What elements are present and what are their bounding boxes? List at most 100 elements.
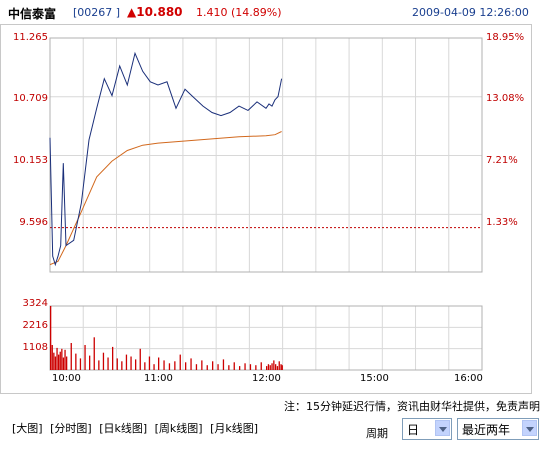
volume-bar xyxy=(276,366,279,370)
volume-bar xyxy=(244,363,246,370)
volume-bar xyxy=(185,362,187,370)
daily-kline-link[interactable]: [日k线图] xyxy=(99,422,148,435)
volume-bar xyxy=(50,306,52,370)
x-tick: 11:00 xyxy=(144,373,173,384)
volume-bar xyxy=(174,361,176,370)
volume-bar xyxy=(121,361,123,370)
volume-bar xyxy=(217,364,219,370)
volume-bar xyxy=(102,352,105,370)
y-tick-left: 10.709 xyxy=(13,93,48,104)
volume-bar xyxy=(212,361,214,370)
y-tick-right: 18.95% xyxy=(486,32,525,43)
volume-bar xyxy=(239,366,241,370)
volume-bars xyxy=(50,306,283,370)
period-select[interactable]: 日 xyxy=(402,418,452,440)
y-tick-left: 9.596 xyxy=(19,217,48,228)
volume-bar xyxy=(195,364,198,370)
volume-bar xyxy=(280,364,282,370)
x-tick: 12:00 xyxy=(252,373,281,384)
stock-name: 中信泰富 xyxy=(8,7,57,21)
volume-bar xyxy=(179,354,181,370)
volume-bar xyxy=(64,349,66,370)
volume-bar xyxy=(130,356,132,370)
x-tick: 10:00 xyxy=(52,373,81,384)
large-chart-link[interactable]: [大图] xyxy=(12,422,43,435)
volume-bar xyxy=(51,345,53,370)
volume-bar xyxy=(148,356,151,370)
volume-bar xyxy=(273,360,275,370)
quote-datetime: 2009-04-09 12:26:00 xyxy=(412,6,529,19)
y-tick-right: 13.08% xyxy=(486,93,525,104)
chevron-down-icon[interactable] xyxy=(435,420,450,436)
volume-bar xyxy=(125,354,128,370)
volume-bar xyxy=(267,364,270,370)
volume-bar xyxy=(266,366,268,370)
volume-bar xyxy=(75,353,77,370)
quote-header: 中信泰富 [00267 ] ▲10.880 1.410 (14.89%) 200… xyxy=(0,0,552,24)
volume-tick: 3324 xyxy=(22,298,48,309)
stock-code: [00267 ] xyxy=(73,6,121,19)
volume-bar xyxy=(275,364,277,370)
volume-bar xyxy=(66,356,68,370)
volume-bar xyxy=(70,343,72,370)
volume-bar xyxy=(93,337,95,370)
range-select[interactable]: 最近两年 xyxy=(457,418,539,440)
volume-bar xyxy=(79,358,82,370)
volume-bar xyxy=(139,348,141,370)
volume-bar xyxy=(58,354,60,370)
monthly-kline-link[interactable]: [月k线图] xyxy=(210,422,259,435)
volume-bar xyxy=(84,345,86,370)
volume-bar xyxy=(271,363,273,370)
volume-bar xyxy=(116,358,118,370)
volume-bar xyxy=(59,351,61,370)
current-price: ▲10.880 xyxy=(127,5,183,19)
y-tick-left: 10.153 xyxy=(13,155,48,166)
y-tick-right: 1.33% xyxy=(486,217,518,228)
y-tick-left: 11.265 xyxy=(13,32,48,43)
volume-bar xyxy=(144,362,146,370)
price-line xyxy=(49,51,283,267)
volume-bar xyxy=(222,359,225,370)
range-select-value: 最近两年 xyxy=(462,423,511,437)
volume-bar xyxy=(62,357,65,370)
axis-labels: 11.265 10.709 10.153 9.596 18.95% 13.08%… xyxy=(13,32,525,384)
chevron-down-icon[interactable] xyxy=(522,420,537,436)
volume-tick: 2216 xyxy=(22,320,48,331)
volume-bar xyxy=(255,365,257,370)
volume-bar xyxy=(56,347,58,370)
intraday-chart-link[interactable]: [分时图] xyxy=(50,422,92,435)
volume-bar xyxy=(260,362,262,370)
x-tick: 16:00 xyxy=(454,373,483,384)
volume-bar xyxy=(54,356,57,370)
chart-frame xyxy=(0,24,532,394)
volume-bar xyxy=(233,362,235,370)
volume-bar xyxy=(163,360,165,370)
volume-bar xyxy=(168,363,171,370)
volume-bar xyxy=(228,365,230,370)
volume-bar xyxy=(269,365,271,370)
weekly-kline-link[interactable]: [周k线图] xyxy=(154,422,203,435)
volume-bar xyxy=(201,360,203,370)
volume-bar xyxy=(98,360,100,370)
volume-bar xyxy=(107,357,109,370)
volume-bar xyxy=(153,364,155,370)
period-select-value: 日 xyxy=(407,423,420,437)
volume-bar xyxy=(278,361,280,370)
price-change: 1.410 (14.89%) xyxy=(196,6,282,19)
volume-bar xyxy=(206,365,208,370)
period-label: 周期 xyxy=(366,427,388,440)
x-tick: 15:00 xyxy=(360,373,389,384)
volume-bar xyxy=(53,352,55,370)
chart-type-links: [大图] [分时图] [日k线图] [周k线图] [月k线图] xyxy=(12,420,262,436)
volume-tick: 1108 xyxy=(22,342,48,353)
delay-disclaimer: 注：15分钟延迟行情，资讯由财华社提供，免责声明 xyxy=(284,400,540,413)
volume-bar xyxy=(249,364,252,370)
intraday-chart xyxy=(49,37,483,371)
volume-bar xyxy=(112,346,114,370)
volume-bar xyxy=(190,358,192,370)
volume-bar xyxy=(135,359,137,370)
volume-bar xyxy=(61,348,63,370)
volume-bar xyxy=(281,365,283,370)
volume-bar xyxy=(158,357,160,370)
volume-bar xyxy=(89,355,91,370)
